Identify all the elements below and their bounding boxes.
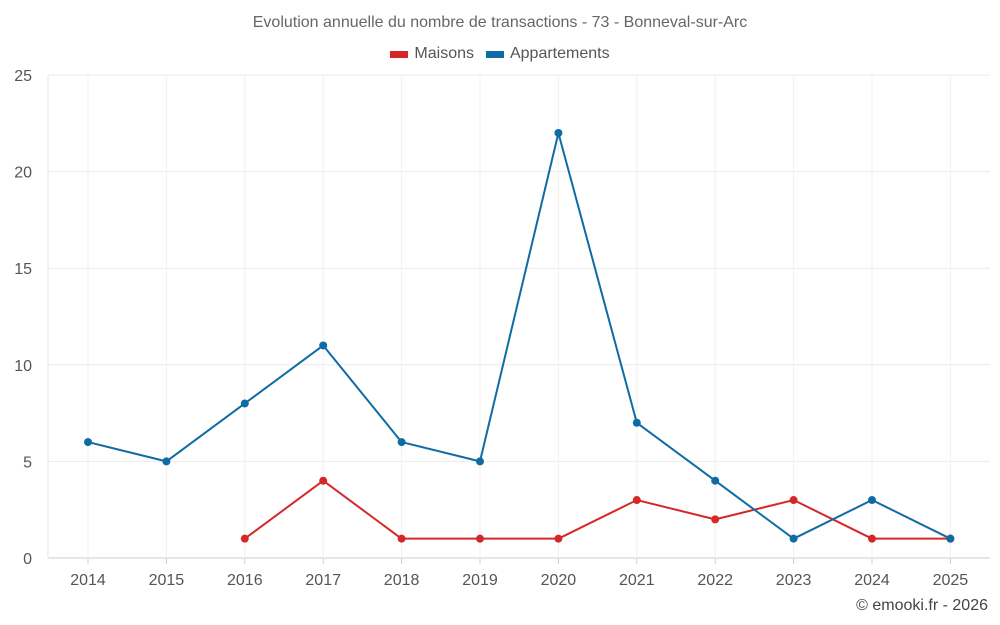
y-tick-label: 5 [23,454,32,471]
series-line-appartements [87,131,951,540]
data-point-maisons-2019 [476,534,484,543]
data-point-maisons-2023 [789,496,798,505]
data-point-appartements-2024 [868,496,876,505]
x-tick-label: 2016 [227,572,263,589]
data-point-maisons-2021 [632,496,641,505]
data-point-appartements-2023 [789,534,798,543]
data-point-appartements-2019 [476,457,484,466]
data-point-maisons-2024 [868,534,876,543]
data-point-maisons-2020 [554,534,563,543]
data-point-appartements-2015 [162,457,171,466]
legend-label-maisons: Maisons [414,45,474,62]
x-tick-label: 2019 [462,572,498,589]
x-tick-label: 2021 [619,572,655,589]
chart-title: Evolution annuelle du nombre de transact… [252,14,748,31]
data-point-appartements-2016 [240,399,249,408]
x-tick-label: 2018 [384,572,420,589]
data-point-appartements-2021 [632,418,641,427]
x-tick-label: 2022 [697,572,733,589]
x-tick-label: 2015 [149,572,185,589]
data-point-maisons-2022 [711,515,720,524]
series-line-maisons [244,479,951,540]
x-tick-label: 2017 [305,572,341,589]
data-point-appartements-2022 [711,476,720,485]
legend-label-appartements: Appartements [509,45,610,62]
y-tick-label: 20 [14,165,32,182]
y-tick-label: 10 [14,358,32,375]
data-point-appartements-2014 [84,438,92,447]
x-tick-label: 2020 [541,572,577,589]
data-point-appartements-2025 [946,534,955,543]
x-tick-label: 2014 [70,572,106,589]
data-point-maisons-2016 [240,534,249,543]
legend-item-maisons[interactable]: Maisons [390,45,474,63]
data-point-appartements-2018 [397,438,406,447]
y-tick-label: 0 [23,551,32,568]
data-point-appartements-2020 [554,128,563,137]
data-point-maisons-2018 [397,534,406,543]
legend: Maisons Appartements [0,45,1000,63]
y-tick-label: 25 [14,68,32,85]
legend-swatch-appartements [485,50,504,58]
x-tick-label: 2024 [854,572,890,589]
data-point-maisons-2017 [319,476,328,485]
series [84,128,955,543]
x-tick-label: 2025 [933,572,969,589]
grid [47,74,990,559]
legend-item-appartements[interactable]: Appartements [485,45,610,63]
legend-swatch-maisons [390,50,409,58]
credit-text: © emooki.fr - 2026 [856,597,988,614]
x-tick-label: 2023 [776,572,812,589]
y-tick-label: 15 [14,261,32,278]
data-point-appartements-2017 [319,341,328,350]
